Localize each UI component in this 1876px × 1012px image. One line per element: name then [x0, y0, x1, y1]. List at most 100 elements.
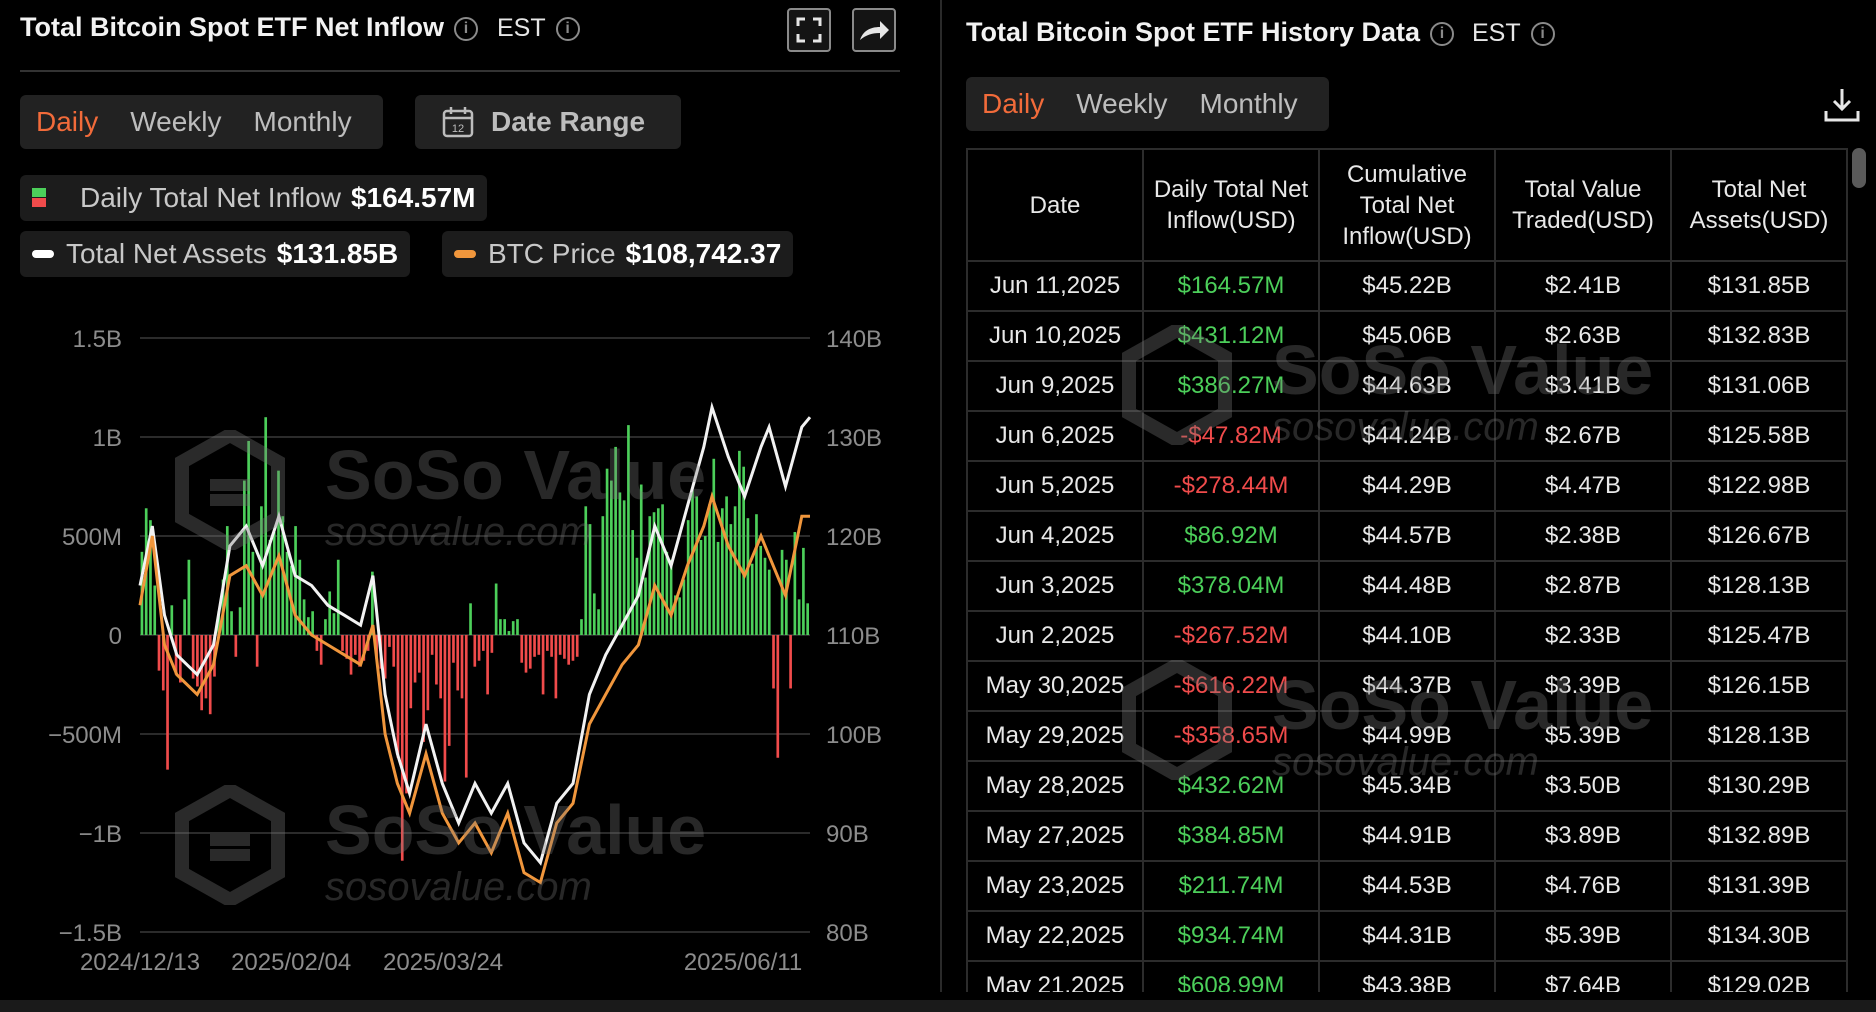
- inflow-bar: [618, 492, 622, 635]
- table-watermark-logo-1: [1122, 325, 1232, 445]
- share-icon[interactable]: [852, 8, 896, 52]
- inflow-bar: [610, 480, 613, 635]
- table-row[interactable]: Jun 6,2025 -$47.82M $44.24B $2.67B $125.58B: [966, 410, 1848, 462]
- table-row[interactable]: Jun 4,2025 $86.92M $44.57B $2.38B $126.67B: [966, 510, 1848, 562]
- inflow-bar: [272, 532, 276, 635]
- table-cell: $44.53B: [1318, 860, 1496, 912]
- inflow-bar: [217, 611, 221, 635]
- tab-daily[interactable]: Daily: [36, 106, 99, 137]
- table-cell: Jun 9,2025: [966, 360, 1144, 412]
- table-row[interactable]: Jun 10,2025 $431.12M $45.06B $2.63B $132.83B: [966, 310, 1848, 362]
- table-cell: $86.92M: [1142, 510, 1320, 562]
- chart-title-text: Total Bitcoin Spot ETF Net Inflow: [20, 12, 444, 42]
- left-axis-ticks: 1.5B 1B 500M 0 −500M −1B −1.5B: [48, 326, 122, 947]
- table-row[interactable]: May 30,2025 -$616.22M $44.37B $3.39B $126.15…: [966, 660, 1848, 712]
- table-cell: May 21,2025: [966, 960, 1144, 992]
- info-icon[interactable]: i: [453, 16, 478, 41]
- inflow-bar: [661, 504, 664, 635]
- inflow-bar: [243, 480, 246, 635]
- history-tab-daily[interactable]: Daily: [982, 88, 1045, 119]
- table-row[interactable]: Jun 5,2025 -$278.44M $44.29B $4.47B $122.98B: [966, 460, 1848, 512]
- inflow-bar: [729, 524, 733, 635]
- right-tick-label: 120B: [826, 524, 882, 551]
- left-tick-label: −500M: [48, 722, 122, 749]
- table-row[interactable]: Jun 2,2025 -$267.52M $44.10B $2.33B $125.47B: [966, 610, 1848, 662]
- inflow-bar: [674, 595, 677, 635]
- table-cell: $128.13B: [1670, 560, 1848, 612]
- bottom-bar: [0, 1000, 1876, 1012]
- table-row[interactable]: May 29,2025 -$358.65M $44.99B $5.39B $128.13…: [966, 710, 1848, 762]
- table-row[interactable]: May 28,2025 $432.62M $45.34B $3.50B $130.29B: [966, 760, 1848, 812]
- inflow-bar: [708, 504, 711, 635]
- fullscreen-icon[interactable]: [787, 8, 831, 52]
- table-row[interactable]: Jun 3,2025 $378.04M $44.48B $2.87B $128.13B: [966, 560, 1848, 612]
- table-cell: $384.85M: [1142, 810, 1320, 862]
- download-icon[interactable]: [1822, 85, 1862, 125]
- col-cumulative-net-inflow[interactable]: Cumulative Total Net Inflow(USD): [1318, 148, 1496, 262]
- inflow-bar: [230, 611, 233, 635]
- table-cell: $131.06B: [1670, 360, 1848, 412]
- table-cell: $432.62M: [1142, 760, 1320, 812]
- table-row[interactable]: May 27,2025 $384.85M $44.91B $3.89B $132.89B: [966, 810, 1848, 862]
- table-cell: $45.34B: [1318, 760, 1496, 812]
- inflow-bar: [597, 609, 600, 635]
- inflow-bar: [490, 635, 494, 653]
- inflow-bar: [345, 635, 349, 659]
- watermark-brand-1: SoSo Value: [325, 436, 707, 514]
- inflow-bar: [639, 484, 643, 635]
- history-timezone-info-icon[interactable]: i: [1530, 22, 1555, 47]
- date-range-button[interactable]: 12 Date Range: [415, 95, 681, 149]
- inflow-bar: [383, 635, 387, 679]
- inflow-bar: [588, 524, 592, 635]
- inflow-bar: [392, 635, 396, 667]
- inflow-bar: [234, 635, 238, 657]
- col-total-net-assets[interactable]: Total Net Assets(USD): [1670, 148, 1848, 262]
- tab-weekly[interactable]: Weekly: [130, 106, 222, 137]
- inflow-bar: [157, 635, 161, 671]
- table-scrollbar[interactable]: [1852, 148, 1866, 188]
- inflow-bar: [353, 635, 357, 655]
- table-cell: $934.74M: [1142, 910, 1320, 962]
- inflow-bar: [285, 551, 289, 635]
- inflow-bar: [417, 635, 421, 673]
- history-tab-weekly[interactable]: Weekly: [1076, 88, 1168, 119]
- legend-btc-label: BTC Price: [488, 238, 616, 269]
- x-tick-label: 2025/06/11: [684, 949, 802, 976]
- table-row[interactable]: May 23,2025 $211.74M $44.53B $4.76B $131.39B: [966, 860, 1848, 912]
- inflow-bar: [742, 466, 745, 635]
- inflow-bar: [409, 635, 413, 709]
- inflow-bar: [533, 635, 536, 657]
- table-cell: Jun 11,2025: [966, 260, 1144, 312]
- timezone-info-icon[interactable]: i: [555, 17, 580, 42]
- history-info-icon[interactable]: i: [1430, 21, 1455, 46]
- table-cell: $128.13B: [1670, 710, 1848, 762]
- table-row[interactable]: Jun 9,2025 $386.27M $44.63B $3.41B $131.06B: [966, 360, 1848, 412]
- right-tick-label: 130B: [826, 425, 882, 452]
- table-row[interactable]: May 21,2025 $608.99M $43.38B $7.64B $129.02B: [966, 960, 1848, 992]
- inflow-bar: [511, 621, 515, 635]
- watermark-logo-2: [175, 785, 285, 905]
- table-cell: $2.87B: [1494, 560, 1672, 612]
- table-cell: $134.30B: [1670, 910, 1848, 962]
- inflow-bar: [682, 579, 686, 635]
- inflow-bar: [255, 635, 259, 667]
- table-cell: $164.57M: [1142, 260, 1320, 312]
- inflow-bar: [571, 635, 575, 661]
- history-table-container[interactable]: Date Daily Total Net Inflow(USD) Cumulat…: [966, 148, 1856, 992]
- x-tick-label: 2024/12/13: [80, 949, 200, 976]
- tab-monthly[interactable]: Monthly: [253, 106, 352, 137]
- col-date[interactable]: Date: [966, 148, 1144, 262]
- inflow-bar: [806, 603, 809, 635]
- col-total-value-traded[interactable]: Total Value Traded(USD): [1494, 148, 1672, 262]
- table-row[interactable]: Jun 11,2025 $164.57M $45.22B $2.41B $131.85B: [966, 260, 1848, 312]
- inflow-bar: [665, 551, 669, 635]
- fullscreen-glyph: [796, 17, 822, 43]
- history-tab-monthly[interactable]: Monthly: [1199, 88, 1298, 119]
- table-row[interactable]: May 22,2025 $934.74M $44.31B $5.39B $134.30B: [966, 910, 1848, 962]
- inflow-bar: [746, 518, 750, 635]
- inflow-bar: [161, 635, 165, 691]
- inflow-bar: [558, 635, 562, 655]
- col-daily-net-inflow[interactable]: Daily Total Net Inflow(USD): [1142, 148, 1320, 262]
- table-watermark-url-2: sosovalue.com: [1272, 740, 1539, 784]
- inflow-bar: [772, 635, 775, 689]
